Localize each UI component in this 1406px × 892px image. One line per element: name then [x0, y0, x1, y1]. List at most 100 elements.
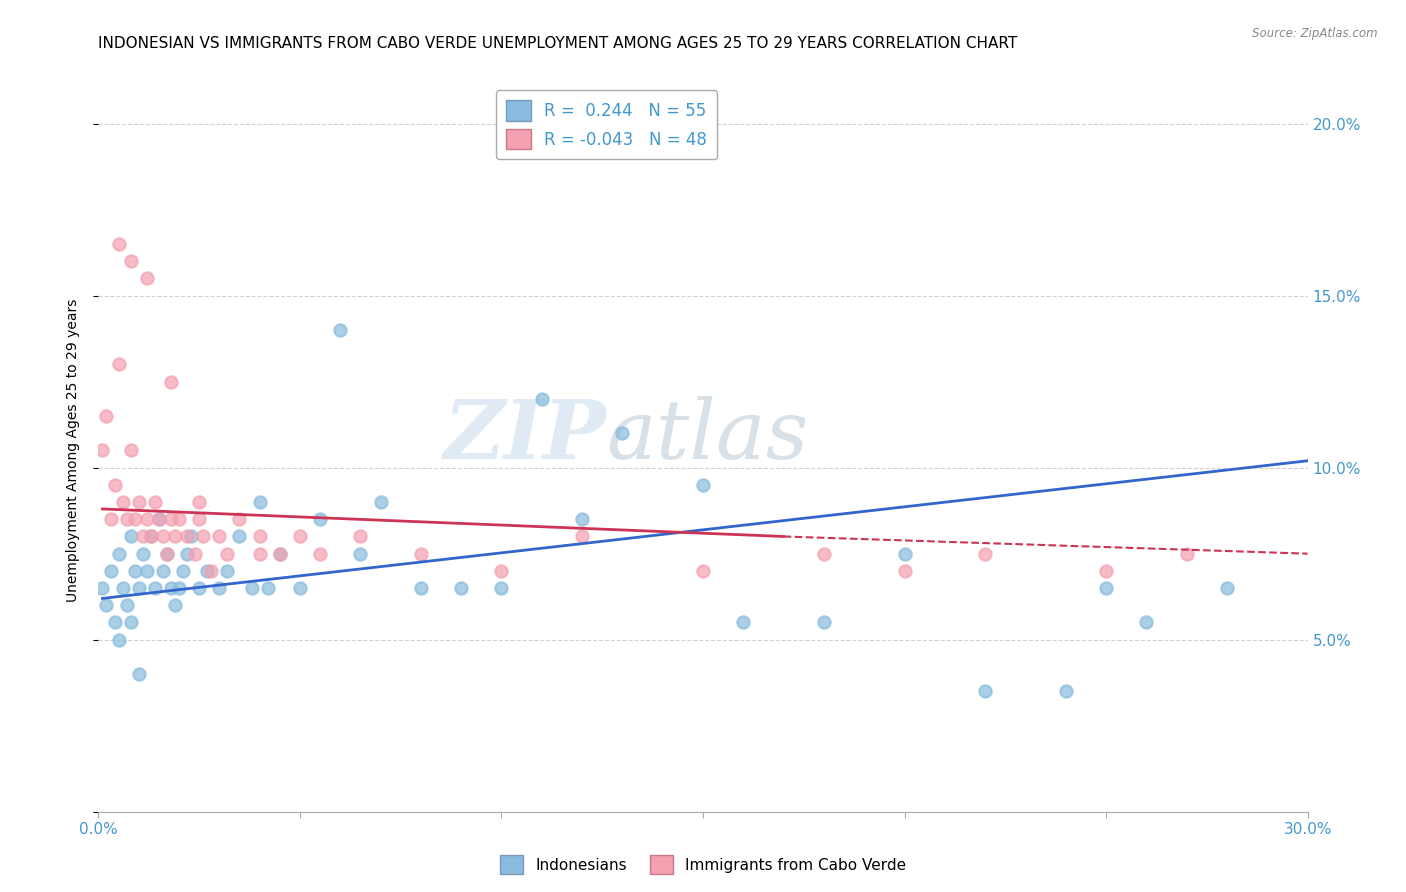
- Point: [893, 564, 915, 578]
- Point: [240, 581, 263, 595]
- Point: [249, 547, 271, 561]
- Point: [160, 375, 183, 389]
- Point: [176, 547, 198, 561]
- Point: [370, 495, 392, 509]
- Point: [195, 564, 218, 578]
- Point: [148, 512, 170, 526]
- Point: [111, 581, 134, 595]
- Point: [288, 581, 311, 595]
- Point: [217, 547, 239, 561]
- Point: [91, 581, 114, 595]
- Text: atlas: atlas: [606, 396, 808, 476]
- Point: [156, 547, 179, 561]
- Point: [269, 547, 291, 561]
- Point: [249, 529, 271, 543]
- Point: [103, 615, 125, 630]
- Text: Source: ZipAtlas.com: Source: ZipAtlas.com: [1253, 27, 1378, 40]
- Point: [269, 547, 291, 561]
- Point: [180, 529, 202, 543]
- Point: [249, 495, 271, 509]
- Point: [96, 409, 118, 423]
- Point: [256, 581, 278, 595]
- Point: [1135, 615, 1157, 630]
- Point: [156, 547, 179, 561]
- Point: [1095, 581, 1118, 595]
- Point: [107, 547, 129, 561]
- Point: [188, 512, 211, 526]
- Point: [132, 547, 155, 561]
- Point: [163, 529, 186, 543]
- Legend: Indonesians, Immigrants from Cabo Verde: Indonesians, Immigrants from Cabo Verde: [494, 849, 912, 880]
- Point: [100, 564, 122, 578]
- Point: [128, 495, 150, 509]
- Point: [409, 581, 432, 595]
- Point: [409, 547, 432, 561]
- Point: [143, 495, 166, 509]
- Point: [188, 495, 211, 509]
- Point: [491, 564, 513, 578]
- Point: [120, 615, 142, 630]
- Point: [329, 323, 352, 337]
- Point: [974, 547, 997, 561]
- Point: [167, 581, 190, 595]
- Point: [813, 547, 835, 561]
- Point: [139, 529, 162, 543]
- Point: [692, 564, 714, 578]
- Point: [1175, 547, 1198, 561]
- Point: [128, 581, 150, 595]
- Text: INDONESIAN VS IMMIGRANTS FROM CABO VERDE UNEMPLOYMENT AMONG AGES 25 TO 29 YEARS : INDONESIAN VS IMMIGRANTS FROM CABO VERDE…: [98, 36, 1018, 51]
- Point: [107, 358, 129, 372]
- Point: [491, 581, 513, 595]
- Point: [107, 632, 129, 647]
- Point: [120, 529, 142, 543]
- Point: [176, 529, 198, 543]
- Point: [172, 564, 194, 578]
- Point: [530, 392, 553, 406]
- Point: [115, 599, 138, 613]
- Point: [139, 529, 162, 543]
- Point: [103, 478, 125, 492]
- Y-axis label: Unemployment Among Ages 25 to 29 years: Unemployment Among Ages 25 to 29 years: [66, 299, 80, 602]
- Point: [135, 271, 157, 285]
- Point: [200, 564, 222, 578]
- Point: [228, 529, 250, 543]
- Point: [124, 564, 146, 578]
- Point: [135, 564, 157, 578]
- Point: [571, 529, 593, 543]
- Point: [974, 684, 997, 698]
- Point: [152, 529, 174, 543]
- Point: [91, 443, 114, 458]
- Point: [208, 581, 231, 595]
- Point: [111, 495, 134, 509]
- Point: [228, 512, 250, 526]
- Point: [893, 547, 915, 561]
- Point: [184, 547, 207, 561]
- Point: [208, 529, 231, 543]
- Point: [193, 529, 215, 543]
- Point: [100, 512, 122, 526]
- Point: [288, 529, 311, 543]
- Point: [107, 237, 129, 252]
- Point: [1054, 684, 1077, 698]
- Point: [120, 443, 142, 458]
- Point: [309, 547, 332, 561]
- Point: [128, 667, 150, 681]
- Point: [143, 581, 166, 595]
- Point: [167, 512, 190, 526]
- Point: [188, 581, 211, 595]
- Point: [450, 581, 472, 595]
- Point: [813, 615, 835, 630]
- Point: [120, 254, 142, 268]
- Point: [733, 615, 755, 630]
- Text: ZIP: ZIP: [444, 396, 606, 476]
- Point: [115, 512, 138, 526]
- Point: [1095, 564, 1118, 578]
- Point: [152, 564, 174, 578]
- Point: [124, 512, 146, 526]
- Point: [349, 529, 371, 543]
- Point: [132, 529, 155, 543]
- Point: [160, 581, 183, 595]
- Point: [217, 564, 239, 578]
- Point: [163, 599, 186, 613]
- Point: [160, 512, 183, 526]
